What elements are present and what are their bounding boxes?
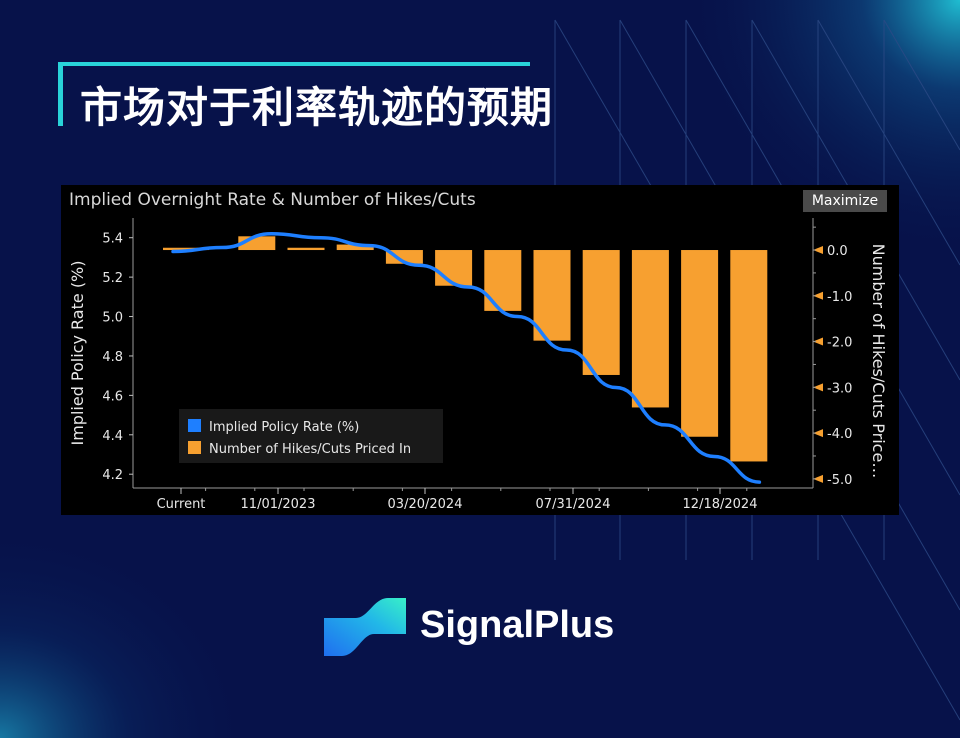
left-tick-label: 4.2 — [102, 468, 123, 483]
left-tick-label: 4.8 — [102, 350, 123, 365]
bar-hikes-cuts — [336, 244, 374, 251]
chart-plot: 4.2 4.4 4.6 4.8 5.0 5.2 5.4 0.0 -1.0 -2.0 -3.0 -4.0… — [68, 218, 888, 512]
bar-hikes-cuts — [385, 250, 423, 264]
right-tick-label: -1.0 — [827, 290, 852, 305]
bar-hikes-cuts — [484, 250, 522, 311]
title-accent-bar-vertical — [58, 62, 63, 126]
title-accent-bar — [58, 62, 530, 66]
brand-name: SignalPlus — [420, 604, 615, 646]
chart-title: Implied Overnight Rate & Number of Hikes… — [69, 190, 476, 210]
legend-box — [179, 409, 443, 463]
right-tick-label: 0.0 — [827, 244, 848, 259]
left-tick-label: 4.4 — [102, 429, 123, 444]
right-tick-label: -2.0 — [827, 336, 852, 351]
right-tick-label: -3.0 — [827, 381, 852, 396]
bar-hikes-cuts — [631, 250, 669, 408]
signalplus-logo-icon — [324, 598, 406, 656]
legend-label-bar: Number of Hikes/Cuts Priced In — [209, 442, 411, 457]
left-tick-label: 4.6 — [102, 389, 123, 404]
left-axis-title: Implied Policy Rate (%) — [68, 260, 87, 445]
x-tick-label: Current — [157, 497, 206, 512]
maximize-button[interactable]: Maximize — [803, 190, 887, 212]
right-axis-title: Number of Hikes/Cuts Price… — [869, 244, 888, 479]
right-tick-label: -5.0 — [827, 473, 852, 488]
x-tick-label: 11/01/2023 — [241, 497, 316, 512]
right-tick-label: -4.0 — [827, 427, 852, 442]
right-tick-marker — [813, 246, 823, 255]
bar-hikes-cuts — [582, 250, 620, 375]
right-tick-marker — [813, 337, 823, 346]
bar-hikes-cuts — [681, 250, 719, 437]
bar-hikes-cuts — [533, 250, 571, 341]
bar-hikes-cuts — [730, 250, 768, 462]
left-tick-label: 5.0 — [102, 311, 123, 326]
bar-hikes-cuts — [163, 247, 209, 251]
left-tick-label: 5.4 — [102, 232, 123, 247]
line-implied-policy-rate — [171, 232, 762, 484]
legend-swatch-line — [188, 419, 201, 432]
x-tick-label: 07/31/2024 — [536, 497, 611, 512]
legend-swatch-bar — [188, 441, 201, 454]
right-tick-marker — [813, 474, 823, 483]
slide-title: 市场对于利率轨迹的预期 — [80, 83, 554, 132]
x-tick-label: 12/18/2024 — [683, 497, 758, 512]
right-tick-marker — [813, 383, 823, 392]
bar-hikes-cuts — [287, 247, 325, 251]
bar-hikes-cuts — [435, 250, 473, 286]
right-tick-marker — [813, 429, 823, 438]
legend-label-line: Implied Policy Rate (%) — [209, 420, 359, 435]
left-tick-label: 5.2 — [102, 271, 123, 286]
chart-panel: Implied Overnight Rate & Number of Hikes… — [61, 185, 899, 515]
right-tick-marker — [813, 291, 823, 300]
x-tick-label: 03/20/2024 — [388, 497, 463, 512]
